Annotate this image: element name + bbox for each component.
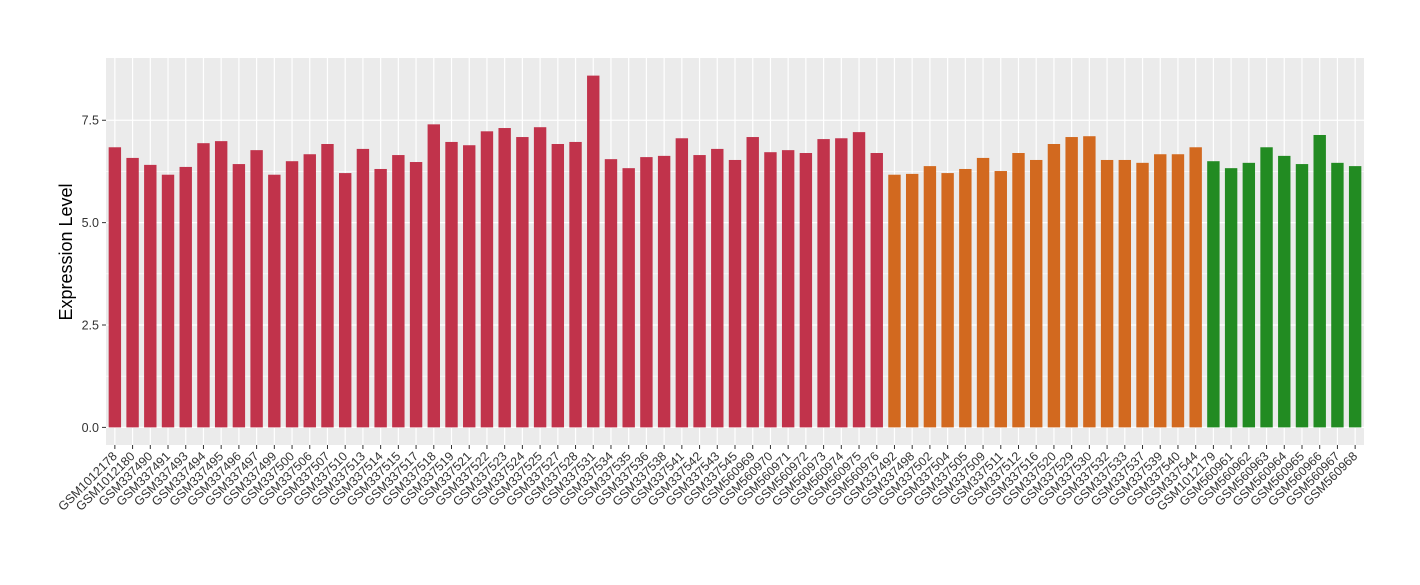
bar xyxy=(179,166,192,428)
bar xyxy=(1118,159,1132,428)
bar xyxy=(144,164,157,428)
bar xyxy=(1224,168,1238,428)
bar xyxy=(657,155,671,428)
bar xyxy=(533,127,547,428)
bar xyxy=(728,159,742,428)
bar xyxy=(1313,134,1326,428)
bar xyxy=(1100,159,1114,428)
bar xyxy=(1242,162,1256,428)
bar xyxy=(604,159,618,428)
bar xyxy=(214,141,228,428)
bar xyxy=(675,138,689,428)
bar xyxy=(1278,155,1291,428)
bar xyxy=(463,145,476,428)
bar xyxy=(1136,162,1149,428)
bar xyxy=(1348,166,1362,428)
bar xyxy=(1331,162,1344,428)
bar xyxy=(711,148,724,428)
bar xyxy=(1295,164,1309,428)
y-tick-label: 5.0 xyxy=(82,216,99,230)
bar xyxy=(852,132,866,428)
bar xyxy=(498,128,511,428)
bar xyxy=(268,174,281,428)
bar xyxy=(835,138,848,428)
bar xyxy=(445,141,458,428)
bar xyxy=(1065,137,1078,428)
bar xyxy=(870,153,883,428)
bar xyxy=(640,157,653,428)
bar xyxy=(569,141,582,428)
bar xyxy=(551,144,565,428)
bar xyxy=(409,162,423,428)
bar xyxy=(781,150,795,428)
bar xyxy=(764,152,777,428)
bar xyxy=(1260,147,1273,428)
bar xyxy=(799,153,813,428)
bar xyxy=(392,155,405,428)
bar xyxy=(941,173,954,428)
bar xyxy=(1207,161,1220,428)
bar xyxy=(959,168,972,428)
bar xyxy=(303,154,316,428)
bar xyxy=(516,137,529,428)
y-tick-label: 0.0 xyxy=(82,421,99,435)
bar xyxy=(374,168,387,428)
bar xyxy=(250,150,263,428)
bar xyxy=(888,174,901,428)
bar xyxy=(1047,144,1061,428)
bar xyxy=(338,173,352,428)
bar xyxy=(976,157,990,428)
y-axis-title: Expression Level xyxy=(56,183,76,320)
bar xyxy=(427,124,440,428)
bar xyxy=(693,155,706,428)
bar xyxy=(1189,147,1202,428)
bar xyxy=(746,137,759,428)
bar xyxy=(1154,154,1167,428)
bar xyxy=(1012,153,1025,428)
y-tick-label: 2.5 xyxy=(82,319,99,333)
bar xyxy=(1030,159,1043,428)
bar xyxy=(356,148,370,428)
bar xyxy=(587,75,600,428)
bar xyxy=(480,131,494,428)
bar xyxy=(994,171,1007,428)
bar xyxy=(232,164,246,428)
bar xyxy=(197,143,210,428)
bar xyxy=(817,139,830,428)
bar xyxy=(905,173,919,428)
bar xyxy=(622,168,635,428)
bar xyxy=(321,144,334,428)
bar xyxy=(923,166,937,428)
bar xyxy=(1083,136,1096,428)
y-tick-label: 7.5 xyxy=(82,114,99,128)
bar xyxy=(1171,154,1185,428)
bar xyxy=(161,174,175,428)
bar xyxy=(108,147,122,428)
bar xyxy=(126,157,139,428)
bar xyxy=(285,161,299,428)
